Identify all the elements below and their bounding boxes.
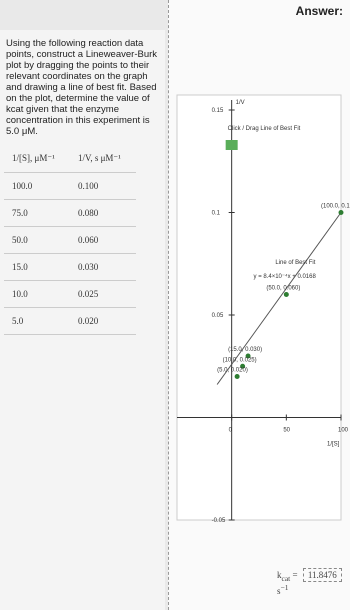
fit-label: Line of Best Fit	[275, 260, 315, 266]
x-tick-label: 50	[283, 428, 290, 434]
y-tick-label: -0.05	[212, 518, 226, 524]
table-cell: 5.0	[4, 307, 70, 335]
equals: =	[292, 570, 298, 580]
plot-area	[176, 94, 342, 521]
y-tick-label: 0.05	[212, 313, 224, 319]
point-label: (50.0, 0.060)	[266, 286, 300, 292]
table-cell: 50.0	[4, 226, 70, 254]
question-panel: Using the following reaction data points…	[0, 30, 165, 610]
kcat-label: k	[277, 570, 282, 580]
point-label: (10.0, 0.025)	[223, 357, 257, 363]
table-row: 15.0 0.030	[4, 253, 136, 281]
table-row: 5.0 0.020	[4, 307, 136, 335]
drag-handle[interactable]	[225, 140, 238, 150]
table-row: 75.0 0.080	[4, 199, 136, 227]
answer-panel: Answer: 1/V 1/[S] 0.15 0.1 0.05 -0.05 0 50 100 Cl…	[168, 0, 350, 610]
point-label: (5.0, 0.020)	[217, 368, 248, 374]
drag-label: Click / Drag Line of Best Fit	[228, 126, 301, 132]
kcat-unit-sup: −1	[280, 582, 289, 592]
data-point[interactable]	[240, 363, 246, 369]
table-cell: 0.020	[70, 307, 136, 335]
point-label: (100.0, 0.100)	[321, 204, 350, 210]
x-tick-label: 100	[338, 428, 349, 434]
data-point[interactable]	[234, 374, 240, 379]
x-tick-label: 0	[229, 428, 233, 434]
question-text: Using the following reaction data points…	[6, 38, 158, 137]
kcat-sub: cat	[281, 573, 291, 583]
fit-equation: y = 8.4×10⁻⁴x + 0.0168	[254, 273, 317, 280]
table-cell: 0.060	[70, 226, 136, 254]
kcat-answer: kcat = 11.8476 s−1	[277, 568, 350, 596]
table-cell: 0.025	[70, 280, 136, 308]
y-axis-label: 1/V	[236, 100, 245, 106]
kcat-input[interactable]: 11.8476	[302, 568, 342, 582]
x-axis-label: 1/[S]	[327, 442, 340, 448]
table-cell: 100.0	[4, 172, 70, 200]
best-fit-line[interactable]	[216, 212, 342, 385]
y-tick-label: 0.15	[212, 108, 224, 114]
answer-title: Answer:	[295, 4, 343, 18]
table-cell: 10.0	[4, 280, 70, 308]
table-header: 1/V, s μM⁻¹	[70, 145, 136, 173]
point-label: (15.0, 0.030)	[228, 347, 262, 353]
y-tick-label: 0.1	[212, 211, 221, 217]
graph[interactable]: 1/V 1/[S] 0.15 0.1 0.05 -0.05 0 50 100 Click / Dr…	[169, 0, 350, 560]
table-cell: 0.030	[70, 253, 136, 281]
table-row: 100.0 0.100	[4, 172, 136, 200]
kcat-unit: s	[277, 585, 281, 596]
table-cell: 0.100	[70, 172, 136, 200]
data-table: 1/[S], μM⁻¹ 1/V, s μM⁻¹ 100.0 0.100 75.0 0.…	[4, 145, 136, 335]
table-row: 10.0 0.025	[4, 280, 136, 308]
data-point[interactable]	[245, 353, 251, 359]
table-row: 50.0 0.060	[4, 226, 136, 254]
data-point[interactable]	[338, 210, 344, 215]
table-header: 1/[S], μM⁻¹	[4, 145, 70, 173]
table-cell: 75.0	[4, 199, 70, 227]
table-cell: 0.080	[70, 199, 136, 227]
data-point[interactable]	[283, 292, 289, 297]
table-cell: 15.0	[4, 253, 70, 281]
